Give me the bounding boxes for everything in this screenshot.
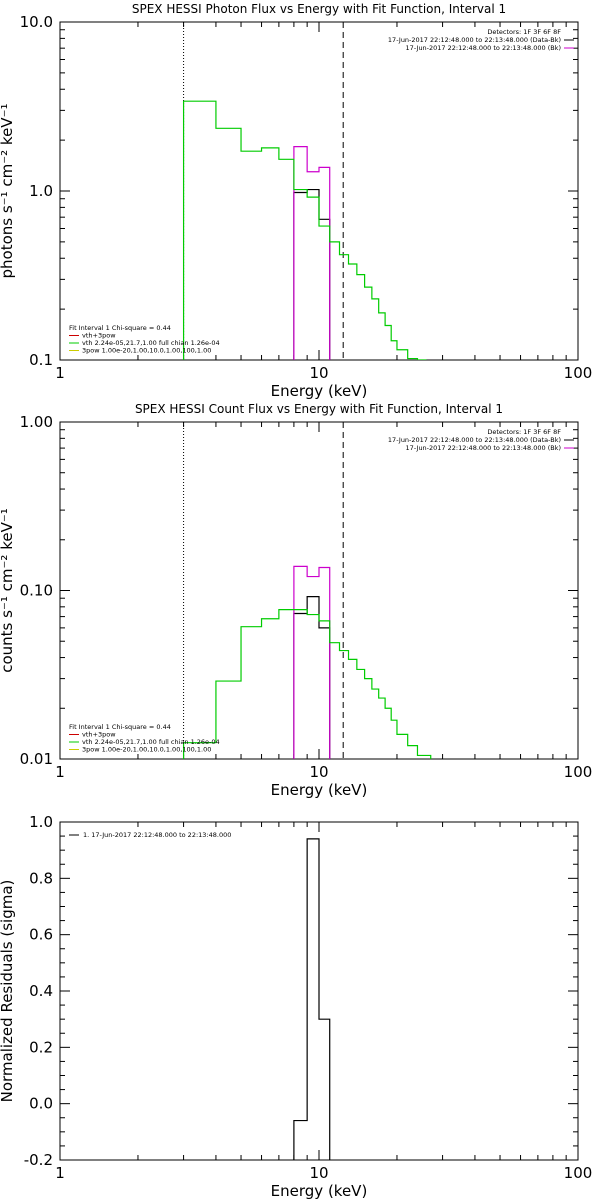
y-tick-label: 0.0: [29, 1095, 53, 1113]
y-tick-label: 0.8: [29, 869, 53, 887]
x-tick-label: 100: [564, 364, 593, 382]
legend-entry: Fit Interval 1 Chi-square = 0.44: [69, 723, 171, 731]
x-axis-label: Energy (keV): [271, 1182, 368, 1200]
legend-entry: 17-Jun-2017 22:12:48.000 to 22:13:48.000…: [388, 436, 561, 444]
data-series-group: [182, 565, 432, 759]
y-tick-label: 0.2: [29, 1038, 53, 1056]
y-tick-label: 0.6: [29, 926, 53, 944]
series-1-step-line: [293, 188, 331, 360]
series-2-step-line: [293, 146, 331, 360]
legend-entry: Detectors: 1F 3F 6F 8F: [487, 28, 561, 36]
chart-title: SPEX HESSI Count Flux vs Energy with Fit…: [135, 402, 503, 416]
chart-panel-1: 1 10 100 0.1 1.0 10.0 SPEX HESSI Photon Flux v…: [0, 2, 592, 400]
x-tick-label: 10: [309, 763, 328, 781]
x-tick-label: 100: [564, 1164, 593, 1182]
legend-entry: Detectors: 1F 3F 6F 8F: [487, 428, 561, 436]
series-1-step-line: [293, 596, 331, 759]
y-tick-label: 1.0: [29, 182, 53, 200]
series-3-step-line: [182, 100, 427, 360]
legend-entry: vth+3pow: [82, 731, 116, 739]
x-tick-label: 100: [564, 763, 593, 781]
y-tick-label: -0.2: [24, 1151, 53, 1169]
y-tick-label: 1.0: [29, 813, 53, 831]
legend-entry: vth 2.24e-05,21.7,1.00 full chian 1.26e-…: [82, 738, 220, 746]
legend-entry: 17-Jun-2017 22:12:48.000 to 22:13:48.000…: [406, 44, 561, 52]
data-series-group: [293, 838, 331, 1160]
y-tick-label: 0.1: [29, 351, 53, 369]
data-series-group: [182, 100, 427, 360]
legend-entry: vth 2.24e-05,21.7,1.00 full chian 1.26e-…: [82, 339, 220, 347]
legend-entry: Fit Interval 1 Chi-square = 0.44: [69, 324, 171, 332]
x-axis-label: Energy (keV): [271, 781, 368, 799]
legend-entry: vth+3pow: [82, 332, 116, 340]
legend-entry: 1. 17-Jun-2017 22:12:48.000 to 22:13:48.…: [83, 831, 231, 839]
y-axis-label: counts s⁻¹ cm⁻² keV⁻¹: [0, 508, 16, 673]
series-3-step-line: [182, 609, 432, 759]
legend-entry: 3pow 1.00e-20,1.00,10.0,1.00,100,1.00: [82, 347, 211, 355]
y-tick-label: 1.00: [20, 413, 53, 431]
y-tick-label: 0.01: [20, 750, 53, 768]
y-tick-label: 10.0: [20, 13, 53, 31]
x-tick-label: 1: [55, 1164, 65, 1182]
x-tick-label: 10: [309, 1164, 328, 1182]
chart-title: SPEX HESSI Photon Flux vs Energy with Fi…: [132, 2, 506, 16]
x-axis-label: Energy (keV): [271, 382, 368, 400]
chart-panel-3: 1 10 100 -0.2 0.0 0.2 0.4 0.6 0.8 1.0 Energy (keV)…: [0, 813, 592, 1200]
series-2-step-line: [293, 565, 331, 759]
y-axis-label: photons s⁻¹ cm⁻² keV⁻¹: [0, 104, 16, 279]
x-tick-label: 10: [309, 364, 328, 382]
legend-entry: 3pow 1.00e-20,1.00,10.0,1.00,100,1.00: [82, 746, 211, 754]
legend-entry: 17-Jun-2017 22:12:48.000 to 22:13:48.000…: [406, 444, 561, 452]
legend-entry: 17-Jun-2017 22:12:48.000 to 22:13:48.000…: [388, 36, 561, 44]
chart-panel-2: 1 10 100 0.01 0.10 1.00 SPEX HESSI Count Flux …: [0, 402, 592, 799]
x-tick-label: 1: [55, 364, 65, 382]
plot-frame: [59, 421, 579, 760]
y-axis-label: Normalized Residuals (sigma): [0, 880, 16, 1103]
x-tick-label: 1: [55, 763, 65, 781]
series-1-step-line: [293, 838, 331, 1160]
y-tick-label: 0.10: [20, 582, 53, 600]
y-tick-label: 0.4: [29, 982, 53, 1000]
